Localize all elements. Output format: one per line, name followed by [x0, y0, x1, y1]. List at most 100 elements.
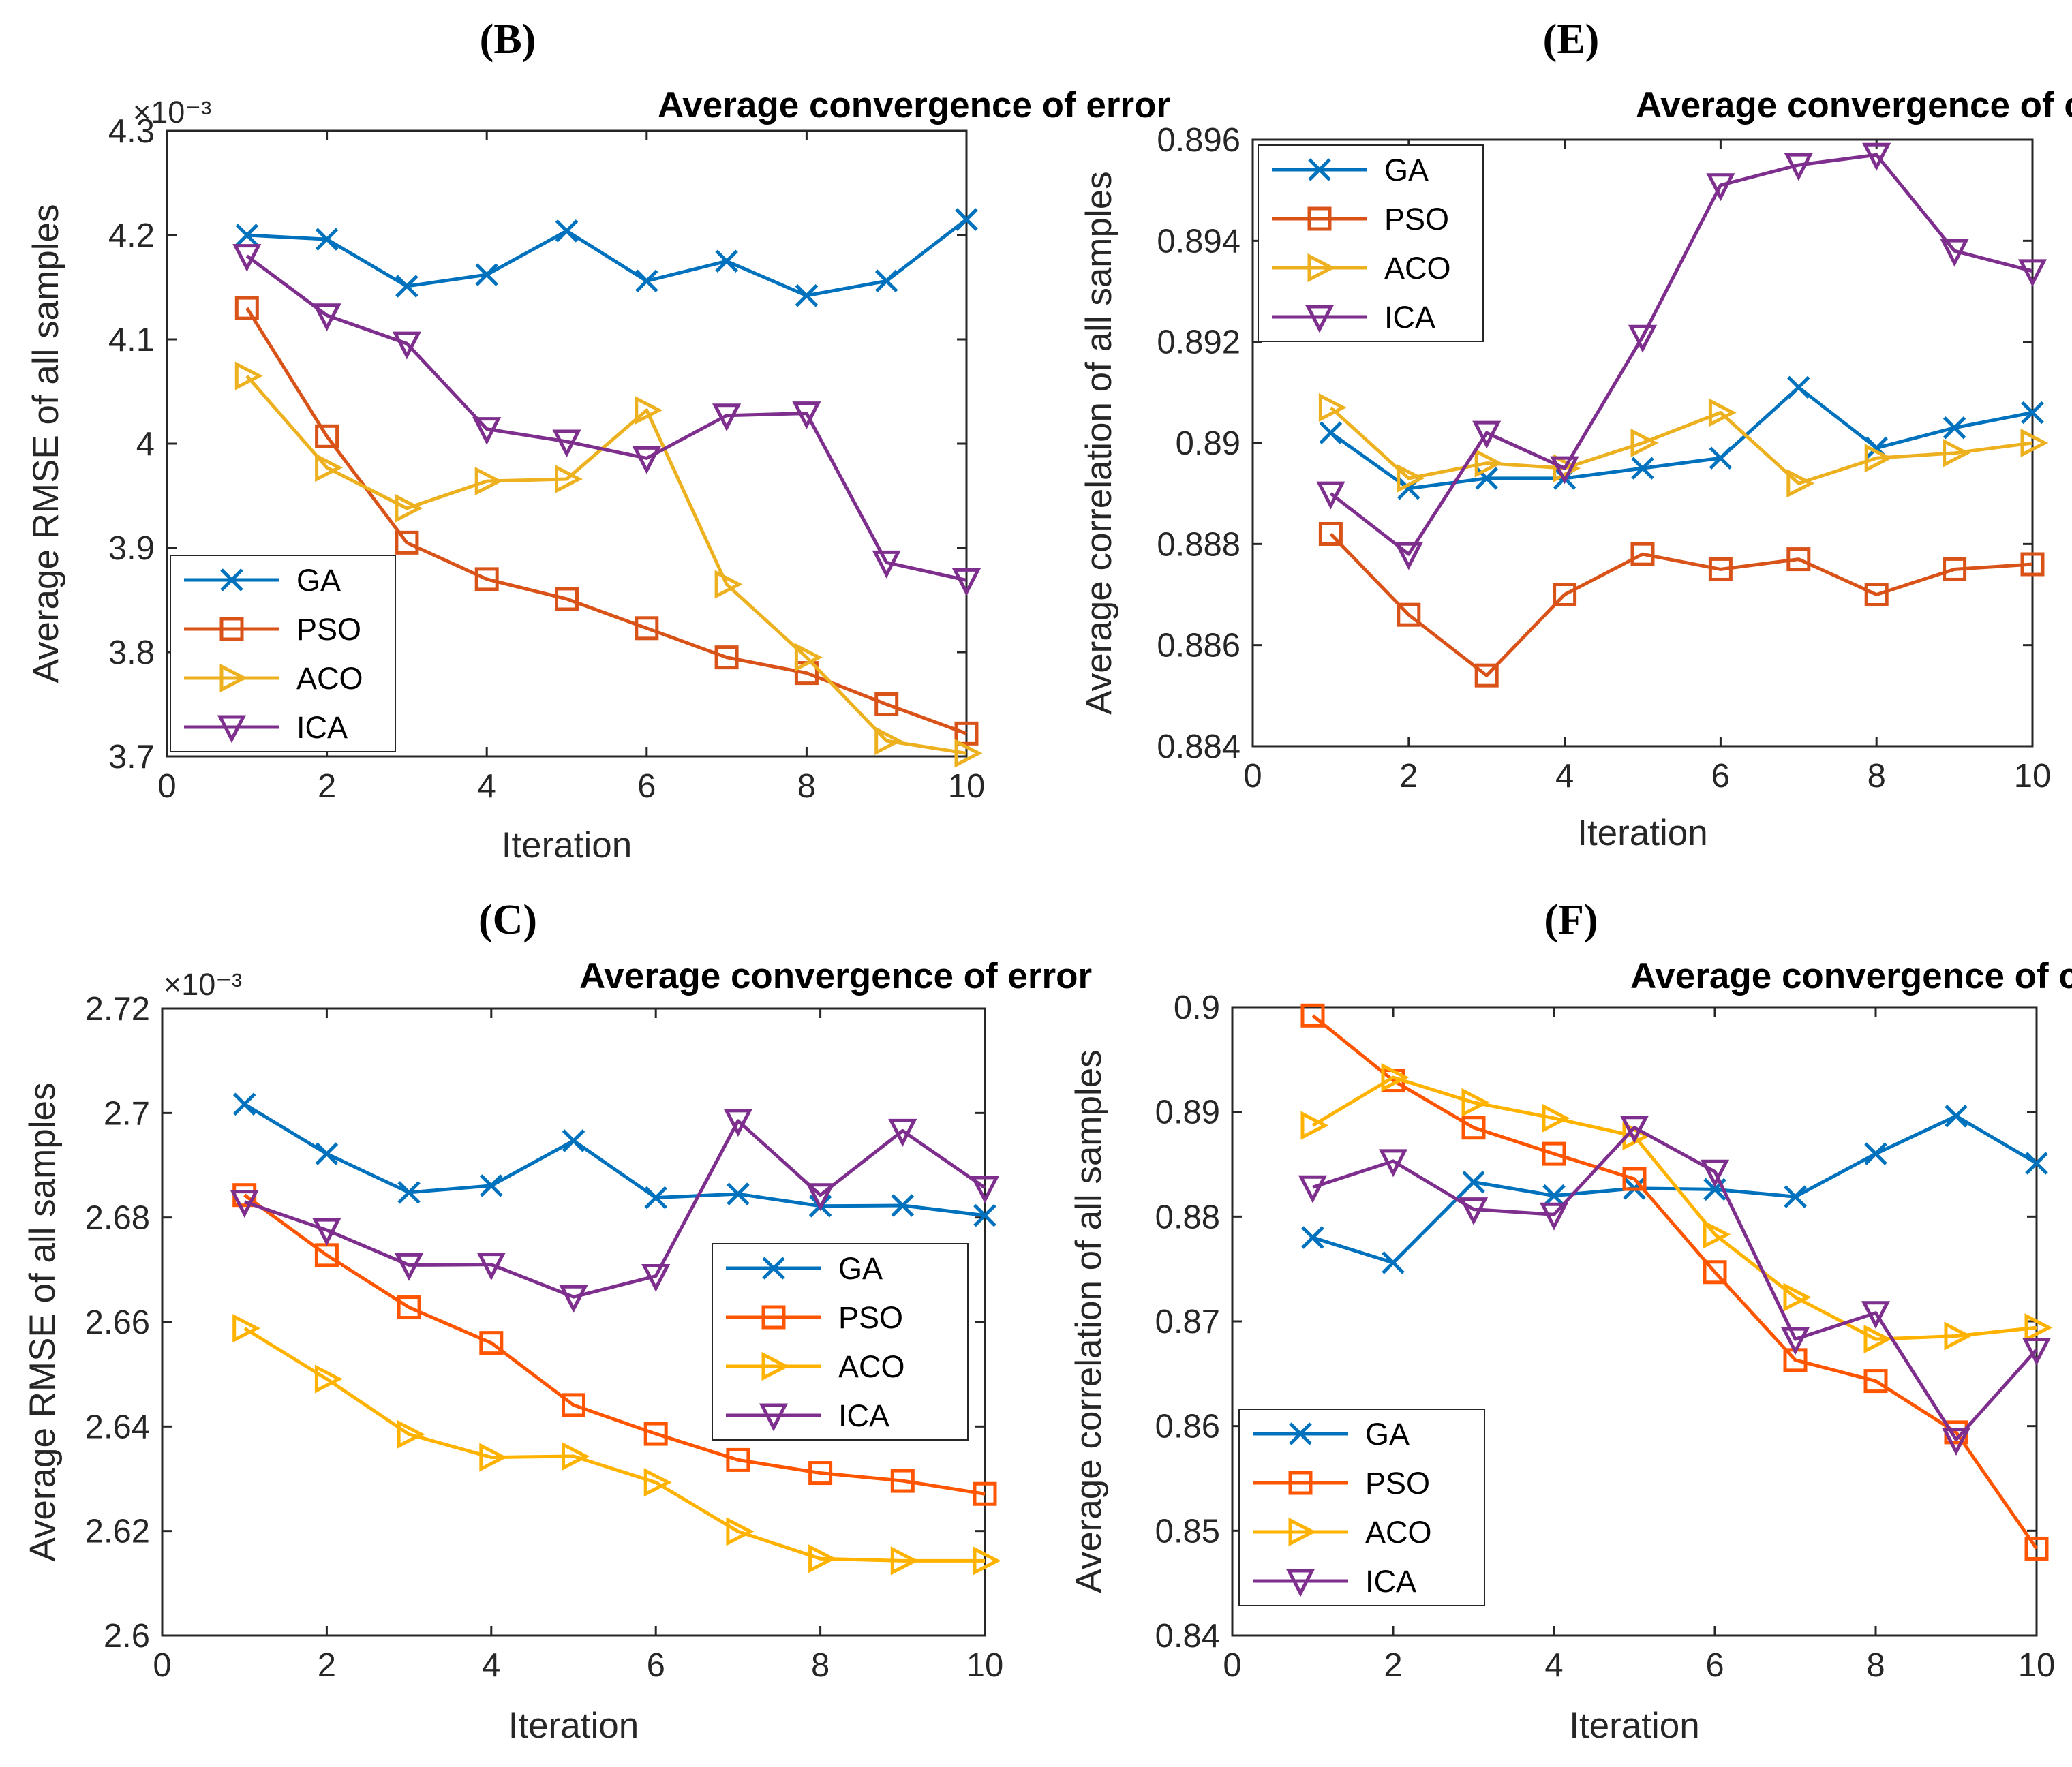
series-ga	[1319, 375, 2044, 500]
y-tick-label: 0.84	[1155, 1618, 1220, 1655]
data-point	[1703, 1260, 1727, 1285]
data-point	[1318, 393, 1347, 422]
data-point	[552, 429, 581, 458]
data-point	[472, 417, 502, 446]
data-point	[232, 1314, 261, 1343]
legend-label-aco: ACO	[1384, 251, 1451, 286]
data-point	[1708, 398, 1737, 427]
data-point	[1298, 1175, 1328, 1203]
data-point	[643, 1422, 668, 1446]
data-point	[234, 296, 259, 320]
legend-marker	[1288, 1471, 1313, 1495]
legend-label-ga: GA	[1365, 1417, 1410, 1451]
data-point	[714, 645, 739, 670]
data-point	[1706, 173, 1735, 202]
data-point	[727, 1182, 750, 1205]
data-point	[1784, 153, 1813, 181]
y-tick-label: 0.85	[1155, 1513, 1220, 1550]
y-tick-label: 0.86	[1155, 1409, 1220, 1445]
data-point	[555, 464, 583, 494]
chart-panel-e: (E) Average convergence of correlation 0 2 4…	[1079, 16, 2072, 853]
y-tick-label: 4.3	[108, 113, 155, 150]
x-tick-label: 8	[1868, 758, 1886, 795]
data-point	[1619, 1116, 1649, 1144]
data-point	[2024, 1313, 2053, 1342]
data-point	[1301, 1226, 1324, 1249]
x-tick-label: 4	[1555, 758, 1574, 795]
data-point	[1861, 1301, 1891, 1330]
data-point	[479, 1331, 504, 1355]
data-point	[726, 1447, 750, 1472]
series-ica	[1298, 1116, 2052, 1456]
y-tick-label: 0.88	[1155, 1199, 1220, 1235]
legend-marker	[762, 1257, 785, 1280]
data-point	[1378, 1149, 1408, 1178]
legend: GA PSO ACO ICA	[170, 555, 396, 752]
x-tick-label: 0	[1223, 1647, 1241, 1684]
x-tick-label: 6	[647, 1647, 665, 1684]
data-point	[1539, 1202, 1569, 1231]
y-tick-label: 0.884	[1157, 728, 1240, 765]
data-point	[397, 1181, 421, 1204]
series-ica	[232, 244, 981, 596]
data-point	[1631, 457, 1654, 480]
series-line	[243, 1327, 985, 1563]
y-tick-label: 0.896	[1157, 122, 1240, 159]
series-line	[243, 1103, 986, 1218]
data-point	[1459, 1197, 1489, 1226]
data-point	[1942, 438, 1971, 467]
legend-marker	[219, 617, 244, 641]
legend-marker	[1289, 1422, 1312, 1445]
x-tick-label: 4	[482, 1647, 500, 1684]
series-aco	[234, 361, 983, 768]
x-tick-label: 8	[811, 1647, 829, 1684]
x-tick-label: 10	[2018, 1647, 2056, 1684]
legend-marker	[1307, 253, 1336, 283]
series-line	[1329, 406, 2033, 485]
data-point	[1708, 557, 1733, 581]
data-point	[232, 1092, 256, 1116]
data-point	[1397, 463, 1425, 493]
data-point	[232, 244, 262, 273]
data-point	[2022, 1337, 2052, 1366]
series-ica	[230, 1109, 1000, 1313]
data-point	[1944, 1321, 1972, 1351]
series-line	[1329, 153, 2033, 556]
data-point	[230, 1190, 259, 1218]
data-point	[394, 1253, 424, 1281]
data-point	[726, 1517, 755, 1546]
data-point	[479, 1443, 508, 1472]
data-point	[1461, 1116, 1486, 1140]
x-axis-label: Iteration	[502, 825, 633, 865]
y-tick-label: 0.888	[1157, 526, 1240, 563]
series-ga	[235, 208, 978, 307]
data-point	[644, 1186, 667, 1210]
data-point	[1397, 602, 1421, 627]
data-point	[312, 1218, 341, 1246]
legend-label-pso: PSO	[838, 1300, 903, 1335]
data-point	[1550, 456, 1579, 485]
data-point	[1472, 420, 1502, 449]
legend-label-ga: GA	[1384, 153, 1429, 187]
legend-marker	[1308, 158, 1331, 181]
x-tick-label: 8	[797, 768, 816, 805]
legend-box	[1238, 1409, 1485, 1606]
y-axis-label: Average RMSE of all samples	[22, 1082, 63, 1561]
data-point	[314, 1364, 343, 1394]
axis-multiplier: ×10⁻³	[164, 967, 242, 1002]
series-pso	[1318, 522, 2045, 688]
data-point	[808, 1544, 837, 1573]
y-tick-label: 0.89	[1176, 425, 1240, 462]
data-point	[1787, 375, 1810, 399]
legend-marker	[1285, 1569, 1315, 1597]
panel-label: (C)	[478, 897, 537, 943]
chart-title: Average convergence of error	[579, 956, 1092, 996]
legend: GA PSO ACO ICA	[1258, 144, 1484, 342]
data-point	[1780, 1327, 1810, 1355]
data-point	[1863, 1369, 1888, 1394]
chart-panel-c: (C) Average convergence of error 0 2 4 6 8 10 2.…	[22, 897, 1092, 1746]
series-line	[245, 374, 967, 755]
data-point	[395, 493, 423, 523]
x-axis-label: Iteration	[508, 1706, 639, 1746]
data-point	[641, 1264, 671, 1292]
